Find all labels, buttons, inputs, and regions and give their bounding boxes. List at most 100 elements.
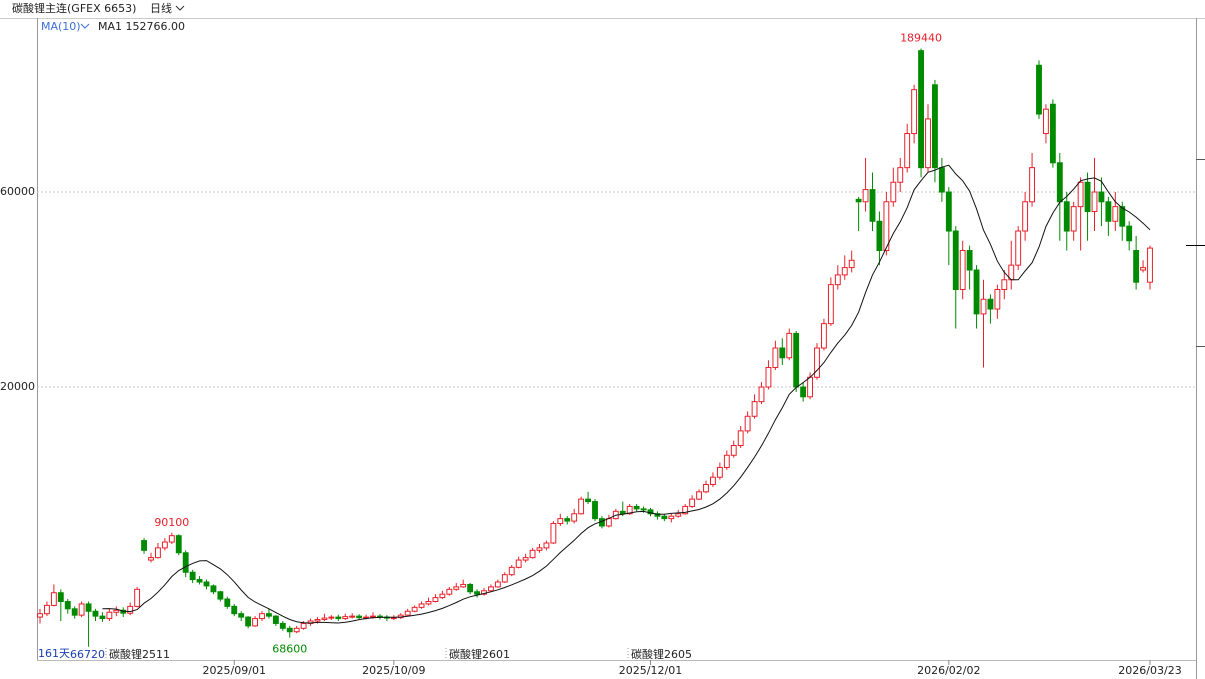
- candle-body: [821, 323, 827, 349]
- candle-body: [64, 601, 71, 610]
- candle-body: [869, 189, 876, 222]
- candle-body: [127, 605, 134, 614]
- candle-body: [37, 613, 43, 618]
- days-count: 161天: [38, 647, 70, 660]
- candle-body: [862, 189, 869, 203]
- candle-body: [189, 571, 196, 581]
- x-tick-label: 2025/09/01: [203, 664, 266, 677]
- candle-body: [973, 269, 980, 315]
- candle-body: [793, 332, 800, 388]
- candle-body: [716, 466, 723, 478]
- indicator[interactable]: MA(10): [41, 20, 81, 33]
- candle-body: [536, 547, 543, 551]
- candle-body: [155, 547, 161, 559]
- candle-body: [737, 430, 744, 447]
- candle-body: [168, 535, 175, 543]
- candle-body: [626, 505, 633, 515]
- x-tick-label: 2025/12/01: [619, 664, 682, 677]
- extreme-label: 189440: [900, 32, 942, 45]
- candle-body: [418, 603, 425, 608]
- indicator-arrow[interactable]: [80, 23, 90, 29]
- candle-body: [1126, 225, 1133, 242]
- y-tick-label: 160000: [0, 185, 35, 198]
- candle-body: [675, 513, 682, 517]
- candle-body: [252, 618, 258, 627]
- candle-body: [689, 498, 696, 507]
- candle-body: [1147, 247, 1153, 283]
- candle-body: [78, 603, 85, 616]
- dropdown-arrow[interactable]: [175, 5, 185, 11]
- candle-body: [515, 559, 522, 568]
- candle-body: [592, 501, 598, 520]
- candle-body: [807, 376, 813, 398]
- candle-body: [814, 347, 820, 378]
- ma-line: [102, 164, 1151, 624]
- contract-label: 碳酸锂2601: [449, 647, 510, 661]
- candle-body: [286, 627, 293, 633]
- x-tick-label: 2025/10/09: [362, 664, 425, 677]
- candle-body: [1119, 206, 1126, 227]
- ma-legend: MA1 152766.00: [98, 20, 185, 33]
- contract-label: 碳酸锂2511: [109, 647, 170, 661]
- candle-body: [543, 542, 550, 549]
- candle-body: [786, 332, 793, 359]
- candle-body: [855, 198, 862, 203]
- candle-body: [217, 591, 224, 600]
- candle-body: [1084, 181, 1091, 213]
- candle-body: [175, 535, 182, 554]
- candle-body: [328, 616, 335, 619]
- candle-body: [508, 566, 515, 576]
- candle-body: [196, 579, 203, 583]
- candle-body: [834, 274, 841, 286]
- candle-body: [106, 611, 113, 620]
- candle-body: [668, 515, 675, 520]
- extreme-label: 90100: [154, 516, 189, 529]
- candle-body: [85, 603, 92, 612]
- candle-body: [161, 541, 168, 549]
- candle-body: [723, 454, 730, 468]
- candle-body: [883, 201, 890, 252]
- candle-body: [203, 581, 210, 587]
- candle-body: [1049, 103, 1056, 164]
- candle-body: [980, 298, 987, 315]
- candle-body: [404, 610, 411, 616]
- period[interactable]: 日线: [150, 1, 172, 15]
- candle-body: [890, 181, 897, 203]
- candle-body: [952, 230, 959, 291]
- candle-body: [605, 518, 612, 527]
- candle-body: [938, 167, 945, 193]
- candle-body: [272, 615, 279, 624]
- candle-body: [432, 597, 439, 603]
- candle-body: [571, 513, 578, 522]
- candle-body: [71, 608, 78, 616]
- extreme-label: 68600: [272, 643, 307, 656]
- candle-body: [1001, 279, 1008, 291]
- candle-body: [279, 622, 286, 629]
- candle-body: [224, 598, 231, 607]
- candle-body: [1133, 250, 1140, 283]
- candle-body: [141, 540, 147, 551]
- candle-body: [647, 509, 654, 515]
- candle-body: [640, 508, 647, 511]
- candle-body: [730, 445, 737, 456]
- candle-body: [460, 583, 467, 588]
- candle-body: [1056, 162, 1063, 203]
- candle-body: [987, 298, 994, 310]
- candle-body: [314, 619, 321, 622]
- candle-body: [557, 518, 564, 525]
- candle-body: [501, 574, 508, 583]
- candle-body: [848, 259, 855, 269]
- candle-body: [210, 585, 217, 593]
- candle-body: [585, 498, 591, 503]
- candle-body: [494, 581, 501, 588]
- candle-body: [266, 613, 272, 617]
- candle-body: [300, 622, 307, 629]
- x-tick-label: 2026/02/02: [917, 664, 980, 677]
- candle-body: [238, 613, 245, 618]
- chart-title[interactable]: 碳酸锂主连(GFEX 6653): [12, 1, 136, 15]
- candle-body: [654, 513, 661, 517]
- candle-body: [904, 133, 911, 169]
- candle-body: [710, 476, 716, 486]
- x-tick-label: 2026/03/23: [1118, 664, 1181, 677]
